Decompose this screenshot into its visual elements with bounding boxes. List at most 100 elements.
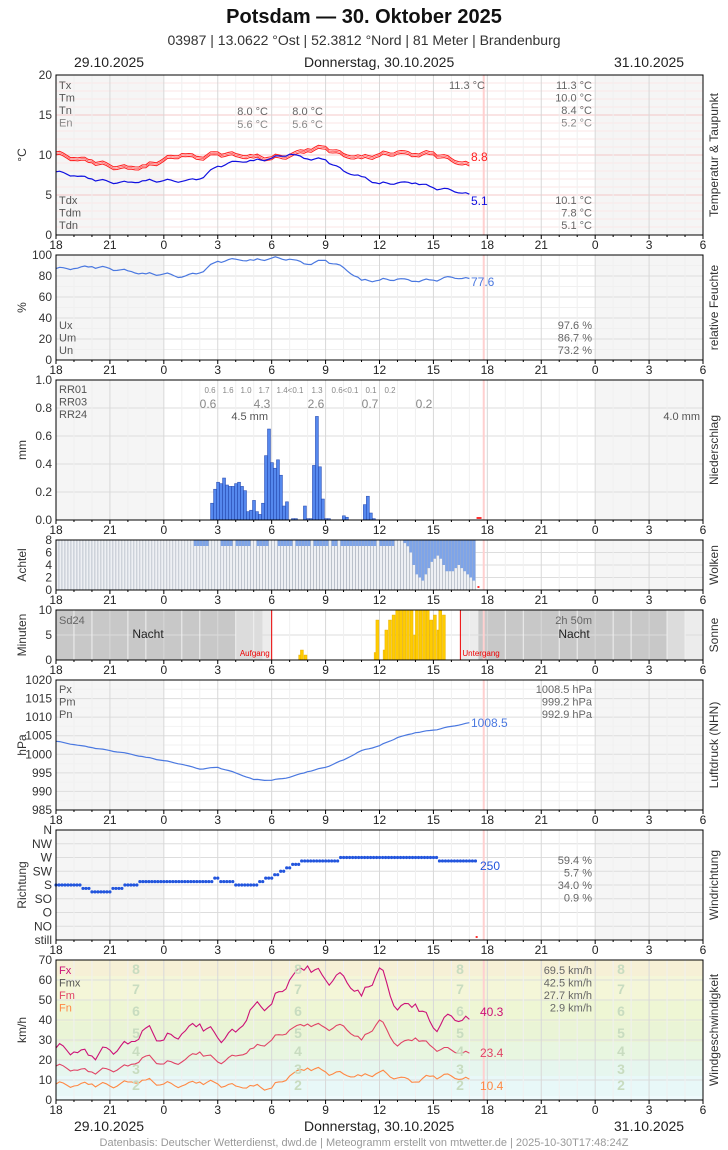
rain-bar xyxy=(255,511,259,521)
wind-dir-point xyxy=(159,879,163,884)
wind-dir-point xyxy=(252,883,256,887)
y-axis-label: Minuten xyxy=(15,614,29,657)
beaufort-label: 4 xyxy=(294,1043,302,1059)
wind-dir-point xyxy=(123,883,127,887)
legend-label: En xyxy=(59,118,72,130)
x-tick-label: 9 xyxy=(322,523,329,537)
cloud-panel: Achtel Wolken xyxy=(15,539,721,594)
wind-dir-point xyxy=(339,855,343,860)
y-tick-label: 40 xyxy=(39,311,53,325)
y-tick-label: 0 xyxy=(45,353,52,367)
tx-value: 11.3 °C xyxy=(449,80,485,92)
y-tick-label: 1005 xyxy=(25,729,52,743)
wind-dir-point xyxy=(392,855,397,860)
x-tick-label: 9 xyxy=(322,1103,329,1117)
rain-bar xyxy=(252,500,256,521)
x-tick-label: 15 xyxy=(427,363,441,377)
current-dew-value: 5.1 xyxy=(471,194,488,208)
wind-dir-point xyxy=(270,876,274,880)
wind-dir-point xyxy=(243,883,247,887)
wind-dir-point xyxy=(428,855,433,860)
panel-title: Luftdruck (NHN) xyxy=(707,702,721,789)
y-tick-label: SW xyxy=(33,864,53,878)
wind-dir-point xyxy=(237,883,241,887)
rain-bar xyxy=(258,514,262,521)
panel-title: Wolken xyxy=(707,545,721,585)
wind-dir-point xyxy=(294,862,298,866)
wind-dir-point xyxy=(219,879,223,884)
wind-dir-point xyxy=(135,883,139,887)
beaufort-label: 2 xyxy=(617,1077,625,1093)
summary-value: 42.5 km/h xyxy=(544,978,592,990)
wind-dir-point xyxy=(60,883,64,887)
wind-dir-point xyxy=(395,855,400,860)
wind-dir-point xyxy=(365,855,370,860)
en-value: 5.6 °C xyxy=(237,119,268,131)
x-tick-label: 21 xyxy=(103,523,117,537)
rr03-label: 2.6 xyxy=(308,397,325,411)
wind-dir-point xyxy=(213,876,217,880)
legend-label: Sd24 xyxy=(59,615,85,627)
rain-bar xyxy=(315,416,319,521)
wind-dir-point xyxy=(318,859,322,863)
x-tick-label: 0 xyxy=(160,363,167,377)
x-tick-label: 0 xyxy=(592,943,599,957)
wind-dir-point xyxy=(195,879,199,884)
x-tick-label: 21 xyxy=(535,663,549,677)
y-tick-label: 1.0 xyxy=(35,373,52,387)
wind-dir-point xyxy=(413,855,418,860)
beaufort-label: 5 xyxy=(617,1025,625,1041)
rain-bar xyxy=(273,467,277,521)
precipitation-panel: mm Niederschlag xyxy=(15,379,721,524)
legend-label: Pn xyxy=(59,709,72,721)
x-tick-label: 6 xyxy=(268,663,275,677)
y-tick-label: 10 xyxy=(39,148,53,162)
y-tick-label: 5 xyxy=(45,188,52,202)
rain-bar xyxy=(234,483,238,521)
wind-dir-point xyxy=(419,855,424,860)
legend-label: Um xyxy=(59,333,76,345)
panel-title: relative Feuchte xyxy=(707,264,721,350)
wind-dir-point xyxy=(291,862,295,866)
rr01-label: 0.2 xyxy=(384,386,396,395)
legend-label: Tm xyxy=(59,93,75,105)
x-tick-label: 0 xyxy=(160,813,167,827)
sunset-label: Untergang xyxy=(462,649,499,658)
rain-bar xyxy=(249,509,253,521)
x-tick-label: 0 xyxy=(592,593,599,607)
rain-bar xyxy=(366,495,370,521)
wind-dir-point xyxy=(470,859,475,863)
x-tick-label: 21 xyxy=(103,943,117,957)
x-tick-label: 3 xyxy=(214,1103,221,1117)
y-tick-label: 70 xyxy=(39,953,53,967)
wind-dir-point xyxy=(174,879,178,884)
x-tick-label: 18 xyxy=(481,238,495,252)
y-tick-label: 20 xyxy=(39,68,53,82)
wind-dir-point xyxy=(63,883,67,887)
y-tick-label: 2 xyxy=(45,571,52,585)
x-tick-label: 3 xyxy=(646,663,653,677)
x-tick-label: 3 xyxy=(214,943,221,957)
x-tick-label: 6 xyxy=(268,238,275,252)
x-tick-label: 3 xyxy=(214,363,221,377)
sun-bar xyxy=(433,614,437,661)
x-tick-label: 3 xyxy=(646,593,653,607)
night-label: Nacht xyxy=(558,627,590,641)
sun-bar xyxy=(384,629,389,661)
sun-bar xyxy=(402,609,407,661)
legend-label: Tdm xyxy=(59,208,81,220)
y-tick-label: 1015 xyxy=(25,692,52,706)
wind-dir-point xyxy=(249,883,253,887)
y-tick-label: 985 xyxy=(32,803,52,817)
current-min-value: 10.4 xyxy=(480,1079,504,1093)
legend-label: RR01 xyxy=(59,384,87,396)
x-tick-label: 15 xyxy=(427,523,441,537)
date-left: 29.10.2025 xyxy=(74,54,145,70)
sunshine-total: 2h 50m xyxy=(555,615,592,627)
sun-bar xyxy=(418,609,423,661)
rr01-label: 1.3 xyxy=(311,386,323,395)
beaufort-label: 4 xyxy=(132,1043,140,1059)
rain-bar xyxy=(282,505,286,521)
wind-dir-point xyxy=(315,859,319,863)
